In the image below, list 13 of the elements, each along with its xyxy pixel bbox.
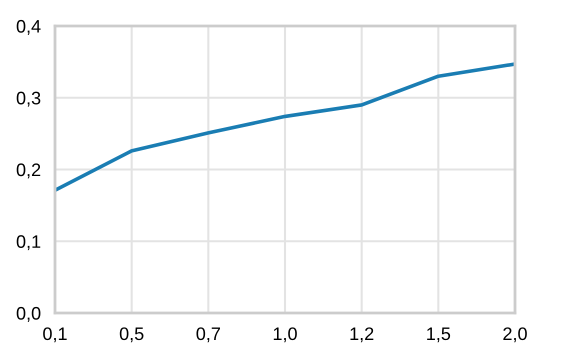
x-tick-label: 0,1 <box>43 327 67 342</box>
y-tick-label: 0,2 <box>16 163 40 178</box>
y-tick-label: 0,3 <box>16 92 40 107</box>
y-tick-label: 0,0 <box>16 306 40 322</box>
line-series <box>55 62 515 192</box>
y-tick-label: 0,4 <box>16 20 41 35</box>
y-tick-label: 0,1 <box>16 235 40 250</box>
x-tick-label: 0,7 <box>196 327 220 342</box>
x-tick-label: 1,5 <box>427 328 450 342</box>
x-tick-label: 1,2 <box>350 327 374 342</box>
x-tick-label: 2,0 <box>503 327 527 342</box>
x-tick-label: 1,0 <box>274 327 297 342</box>
x-tick-label: 0,5 <box>120 327 144 342</box>
